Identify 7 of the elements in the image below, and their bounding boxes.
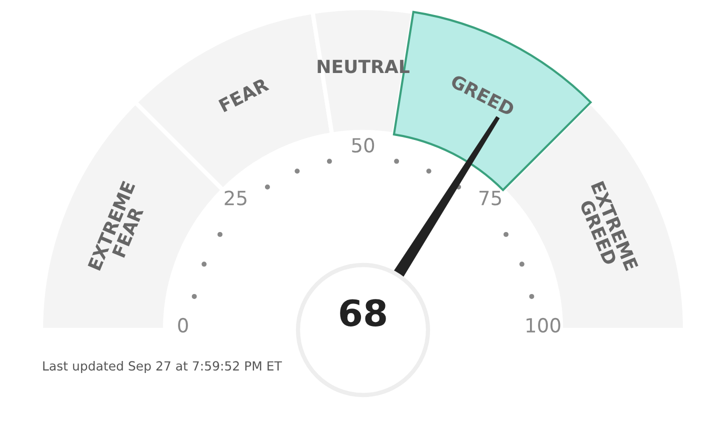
text: 75: [480, 190, 501, 206]
text: 25: [224, 190, 246, 206]
text: Last updated Sep 27 at 7:59:52 PM ET: [43, 360, 282, 374]
text: 100: [526, 318, 560, 333]
text: 0: [178, 318, 188, 333]
text: 68: [340, 299, 386, 326]
text: 50: [352, 138, 374, 153]
